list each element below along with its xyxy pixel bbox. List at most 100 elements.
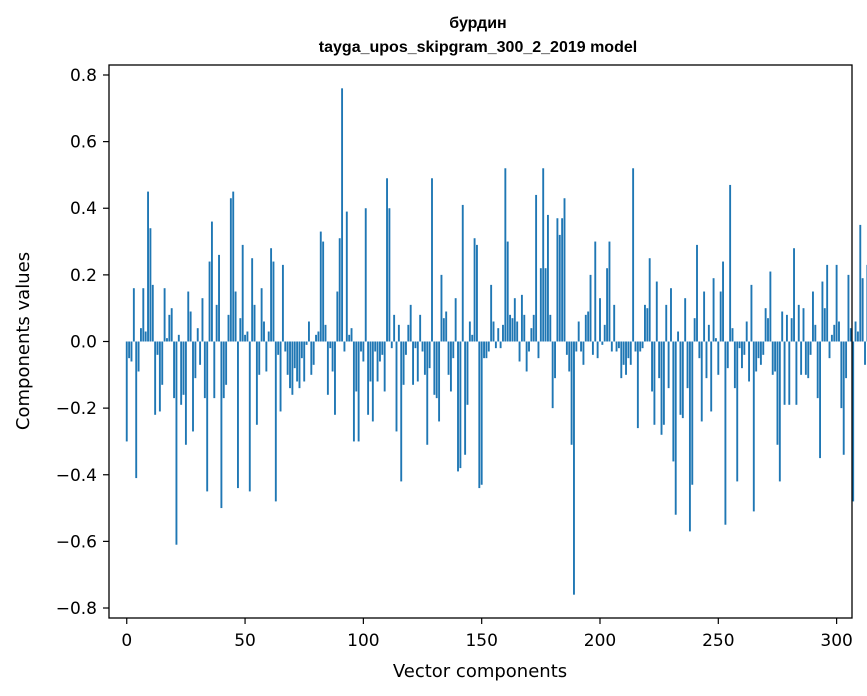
bar: [544, 268, 547, 342]
bar: [293, 341, 296, 369]
bar: [298, 341, 301, 389]
bar: [355, 341, 358, 392]
bar: [199, 341, 202, 365]
bar: [589, 274, 592, 342]
bar: [745, 321, 748, 342]
bar: [182, 341, 185, 395]
bar: [710, 341, 713, 412]
bar: [412, 341, 415, 385]
bar: [539, 268, 542, 342]
bar: [416, 341, 419, 382]
bar: [175, 341, 178, 545]
bar: [823, 308, 826, 342]
bar: [615, 341, 618, 352]
bar: [449, 341, 452, 392]
bar: [646, 308, 649, 342]
bar: [468, 321, 471, 342]
bar: [783, 341, 786, 405]
bar: [210, 221, 213, 342]
bar: [558, 234, 561, 342]
bar: [334, 341, 336, 415]
bar: [556, 218, 559, 342]
bar: [684, 298, 687, 342]
bar: [310, 341, 313, 375]
bar: [281, 264, 284, 342]
bar: [573, 341, 575, 595]
bar: [241, 244, 244, 342]
bar: [454, 298, 457, 342]
bar: [237, 341, 239, 489]
bar: [329, 341, 332, 349]
bar: [759, 341, 762, 365]
bar: [161, 341, 164, 385]
bar: [530, 328, 533, 342]
bar: [528, 341, 530, 352]
bar: [509, 314, 512, 342]
bar: [835, 264, 838, 342]
bar: [769, 271, 772, 342]
bar: [577, 321, 580, 342]
bar: [733, 341, 736, 389]
bar: [644, 304, 646, 342]
bar: [748, 341, 751, 382]
bar: [819, 341, 821, 459]
bar: [305, 341, 308, 345]
bar: [407, 324, 410, 342]
bar: [504, 168, 507, 342]
bar: [435, 341, 438, 399]
bar: [554, 341, 556, 379]
bar: [632, 168, 635, 342]
bar: [788, 341, 791, 405]
bar: [594, 241, 597, 342]
bar: [665, 304, 668, 342]
bar: [374, 341, 377, 352]
bar: [520, 294, 523, 342]
bar: [239, 318, 242, 342]
bar: [580, 341, 583, 352]
bar: [447, 341, 450, 375]
bar: [428, 341, 431, 369]
bar: [497, 328, 500, 342]
x-tick-label: 150: [465, 631, 497, 651]
bar: [774, 341, 777, 372]
bar: [457, 341, 459, 472]
bar: [421, 341, 424, 352]
x-axis-label: Vector components: [393, 661, 567, 682]
bar: [194, 341, 197, 379]
bar: [218, 254, 220, 342]
bar: [854, 321, 857, 342]
bar: [433, 341, 436, 395]
bar: [494, 341, 497, 349]
bar: [289, 341, 291, 389]
bar: [260, 288, 263, 342]
bar: [696, 244, 698, 342]
bar: [350, 328, 353, 342]
bar: [717, 341, 720, 375]
bar: [568, 341, 571, 372]
bar: [651, 341, 653, 392]
bar: [608, 241, 611, 342]
bar: [741, 341, 743, 369]
bar: [542, 168, 545, 342]
bar: [466, 341, 469, 405]
bar: [752, 341, 755, 512]
bar: [478, 341, 481, 489]
bar: [324, 324, 327, 342]
x-tick-label: 250: [702, 631, 734, 651]
bar: [483, 341, 485, 359]
bar: [686, 341, 689, 389]
bar: [272, 261, 275, 342]
bar: [308, 321, 310, 342]
bar: [151, 284, 154, 342]
bar: [423, 341, 426, 375]
bar: [331, 341, 334, 372]
y-tick-label: −0.8: [56, 599, 97, 619]
bar: [227, 314, 230, 342]
bar: [471, 334, 474, 342]
bar: [225, 341, 228, 385]
bar: [208, 261, 211, 342]
bar: [617, 341, 620, 349]
bar: [641, 341, 644, 349]
bar: [667, 341, 670, 389]
bar: [563, 198, 566, 342]
